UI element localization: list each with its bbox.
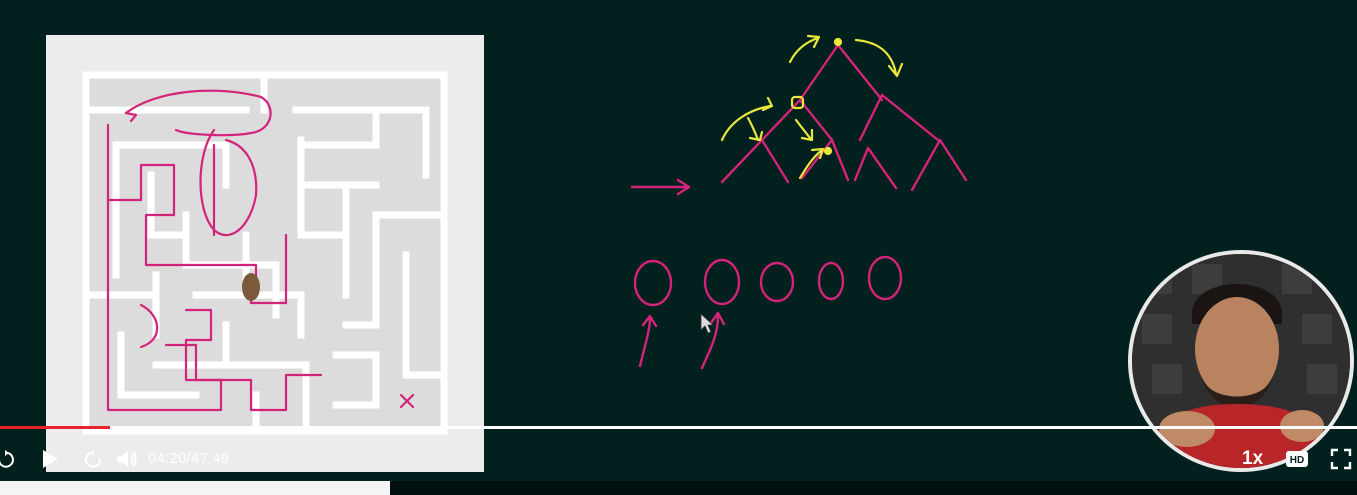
progress-bar[interactable] <box>0 426 1357 429</box>
presenter-webcam <box>1128 250 1354 472</box>
forward-icon[interactable] <box>82 442 106 476</box>
presenter-image <box>1132 254 1350 468</box>
maze-drawing <box>46 35 484 472</box>
play-icon[interactable] <box>37 442 63 476</box>
time-display: 04:20/47:49 <box>148 450 230 467</box>
maze-image <box>46 35 484 472</box>
page-bottom-light <box>0 481 390 495</box>
page-bottom-strip <box>0 481 1357 495</box>
playback-speed[interactable]: 1x <box>1242 448 1264 469</box>
player-controls: 04:20/47:49 1x HD <box>0 442 1357 478</box>
hd-label: HD <box>1290 455 1304 466</box>
progress-played <box>0 426 110 429</box>
volume-icon[interactable] <box>113 442 141 476</box>
fullscreen-icon[interactable] <box>1327 442 1355 476</box>
hd-icon[interactable]: HD <box>1284 442 1310 476</box>
replay-back-icon[interactable] <box>0 442 18 476</box>
